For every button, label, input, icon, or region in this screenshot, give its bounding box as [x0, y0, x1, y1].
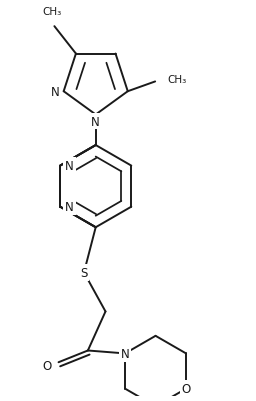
- Text: N: N: [91, 115, 100, 128]
- Text: N: N: [121, 347, 130, 360]
- Text: CH₃: CH₃: [43, 7, 62, 17]
- Text: N: N: [65, 200, 74, 214]
- Text: N: N: [65, 160, 74, 173]
- Text: S: S: [80, 266, 88, 279]
- Text: O: O: [182, 382, 191, 395]
- Text: CH₃: CH₃: [167, 75, 186, 85]
- Text: O: O: [42, 359, 51, 372]
- Text: N: N: [51, 85, 60, 99]
